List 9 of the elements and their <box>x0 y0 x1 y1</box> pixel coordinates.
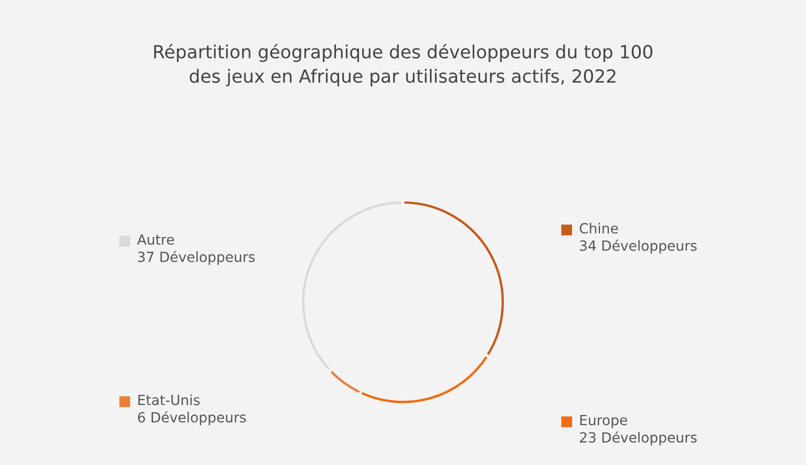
data-label: 23 Développeurs <box>580 431 697 446</box>
data-label: 6 Développeurs <box>138 411 246 426</box>
legend-label: Etat-Unis <box>138 394 200 406</box>
legend-label: Chine <box>580 222 618 234</box>
legend-label: Europe <box>580 415 628 428</box>
legend-label: Autre <box>137 234 174 245</box>
chart-title: Répartition géographique des développeurs du top 100 des jeux en Afrique par utilisateurs actifs, 2022 <box>154 44 652 86</box>
data-label: 34 Développeurs <box>580 240 697 254</box>
data-label: 37 Développeurs <box>138 250 255 265</box>
